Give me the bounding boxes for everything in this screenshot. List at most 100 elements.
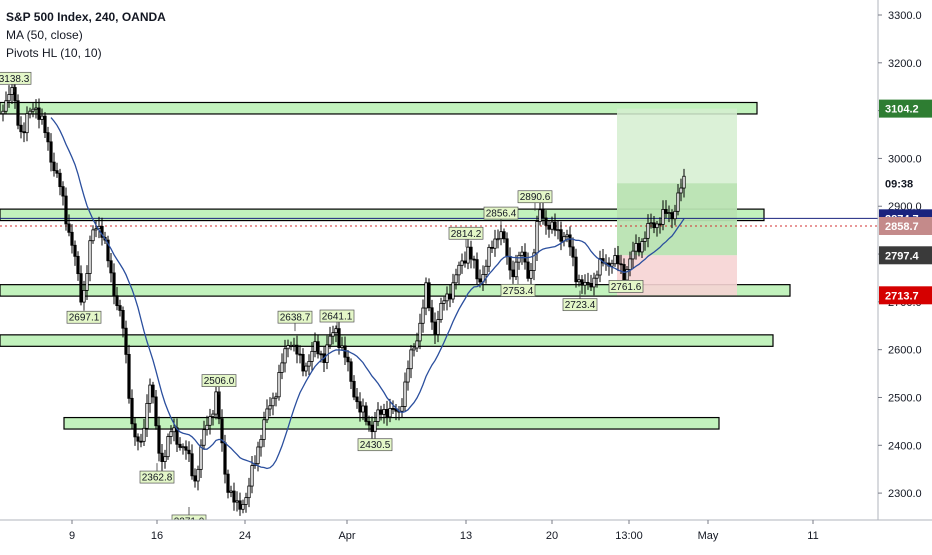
time-tick-label: 20 <box>546 530 558 542</box>
candle-body <box>517 254 521 263</box>
candle-body <box>676 192 680 212</box>
price-label-box <box>879 286 932 305</box>
zone-box[interactable] <box>0 208 765 222</box>
candle-body <box>190 453 194 477</box>
pivot-label: 2856.4 <box>486 209 517 220</box>
candle-body <box>520 251 524 256</box>
candle-body <box>670 212 674 220</box>
candle-body <box>412 347 416 351</box>
candle-body <box>238 500 242 510</box>
price-label-box <box>879 174 932 193</box>
candle-body <box>406 368 410 383</box>
pivot-box <box>66 310 102 324</box>
candle-body <box>352 380 356 398</box>
candle-body <box>475 259 479 280</box>
time-tick-label: 16 <box>151 530 163 542</box>
pivot-label: 2430.5 <box>360 440 391 451</box>
candle-body <box>130 397 134 425</box>
candle-body <box>337 328 341 348</box>
candle-body <box>16 100 20 126</box>
candle-body <box>166 436 170 458</box>
candle-body <box>574 256 578 283</box>
candle-body <box>208 416 212 426</box>
candle-body <box>418 322 422 342</box>
pivot-label: 2506.0 <box>204 376 235 387</box>
pivot-label: 2641.1 <box>322 312 353 323</box>
candle-body <box>256 446 260 465</box>
candle-body <box>154 396 158 427</box>
candle-body <box>571 246 575 258</box>
candle-body <box>241 504 245 510</box>
candle-body <box>508 256 512 271</box>
candle-body <box>82 290 86 303</box>
candle-body <box>313 341 317 352</box>
candle-body <box>370 424 374 433</box>
candle-body <box>541 209 545 219</box>
time-tick-label: 24 <box>239 530 251 542</box>
candle-body <box>658 223 662 226</box>
price-label-text: 09:38 <box>885 178 913 190</box>
price-label-text: 3104.2 <box>885 104 919 116</box>
candle-body <box>466 246 470 264</box>
candle-body <box>682 175 686 189</box>
legend-pivots[interactable]: Pivots HL (10, 10) <box>6 46 102 60</box>
candle-body <box>373 421 377 433</box>
candle-body <box>7 94 11 102</box>
candle-body <box>544 217 548 226</box>
candle-body <box>169 431 173 437</box>
candle-body <box>127 353 131 399</box>
candle-body <box>163 456 167 462</box>
zone-box[interactable] <box>0 284 791 297</box>
candle-body <box>379 409 383 415</box>
candle-body <box>511 269 515 278</box>
candle-body <box>532 252 536 271</box>
candle-body <box>382 409 386 415</box>
candle-body <box>484 265 488 275</box>
support-resistance-zones[interactable] <box>0 101 791 430</box>
zone-box[interactable] <box>0 334 774 347</box>
candle-body <box>205 424 209 431</box>
candle-body <box>286 345 290 350</box>
candle-body <box>112 272 116 297</box>
candle-body <box>55 170 59 174</box>
candle-body <box>580 279 584 286</box>
candle-body <box>136 436 140 442</box>
candle-body <box>634 243 638 252</box>
candle-body <box>559 229 563 242</box>
candle-body <box>151 384 155 398</box>
candle-body <box>460 260 464 266</box>
candle-body <box>328 335 332 346</box>
candle-body <box>133 423 137 438</box>
candle-body <box>592 277 596 288</box>
legend-title[interactable]: S&P 500 Index, 240, OANDA <box>6 10 166 24</box>
candle-body <box>85 273 89 291</box>
candle-body <box>49 141 53 163</box>
candle-body <box>640 241 644 253</box>
chart-legend[interactable]: S&P 500 Index, 240, OANDA MA (50, close)… <box>6 8 166 62</box>
candle-body <box>79 273 83 303</box>
candle-body <box>145 402 149 429</box>
candle-body <box>403 381 407 407</box>
candle-body <box>43 115 47 134</box>
candle-body <box>277 372 281 398</box>
candle-body <box>67 223 71 233</box>
candle-body <box>64 195 68 225</box>
candle-body <box>211 413 215 417</box>
pivot-box <box>201 374 237 387</box>
price-tick-label: 2300.0 <box>888 488 922 500</box>
candle-body <box>52 161 56 172</box>
candle-body <box>355 396 359 403</box>
zone-box[interactable] <box>63 416 720 430</box>
legend-ma[interactable]: MA (50, close) <box>6 28 83 42</box>
candle-body <box>469 246 473 260</box>
candle-body <box>565 234 569 238</box>
candle-body <box>115 295 119 307</box>
candle-body <box>13 87 17 102</box>
zone-box[interactable] <box>0 101 758 115</box>
candle-body <box>91 229 95 242</box>
candle-body <box>298 353 302 356</box>
candle-body <box>376 409 380 422</box>
